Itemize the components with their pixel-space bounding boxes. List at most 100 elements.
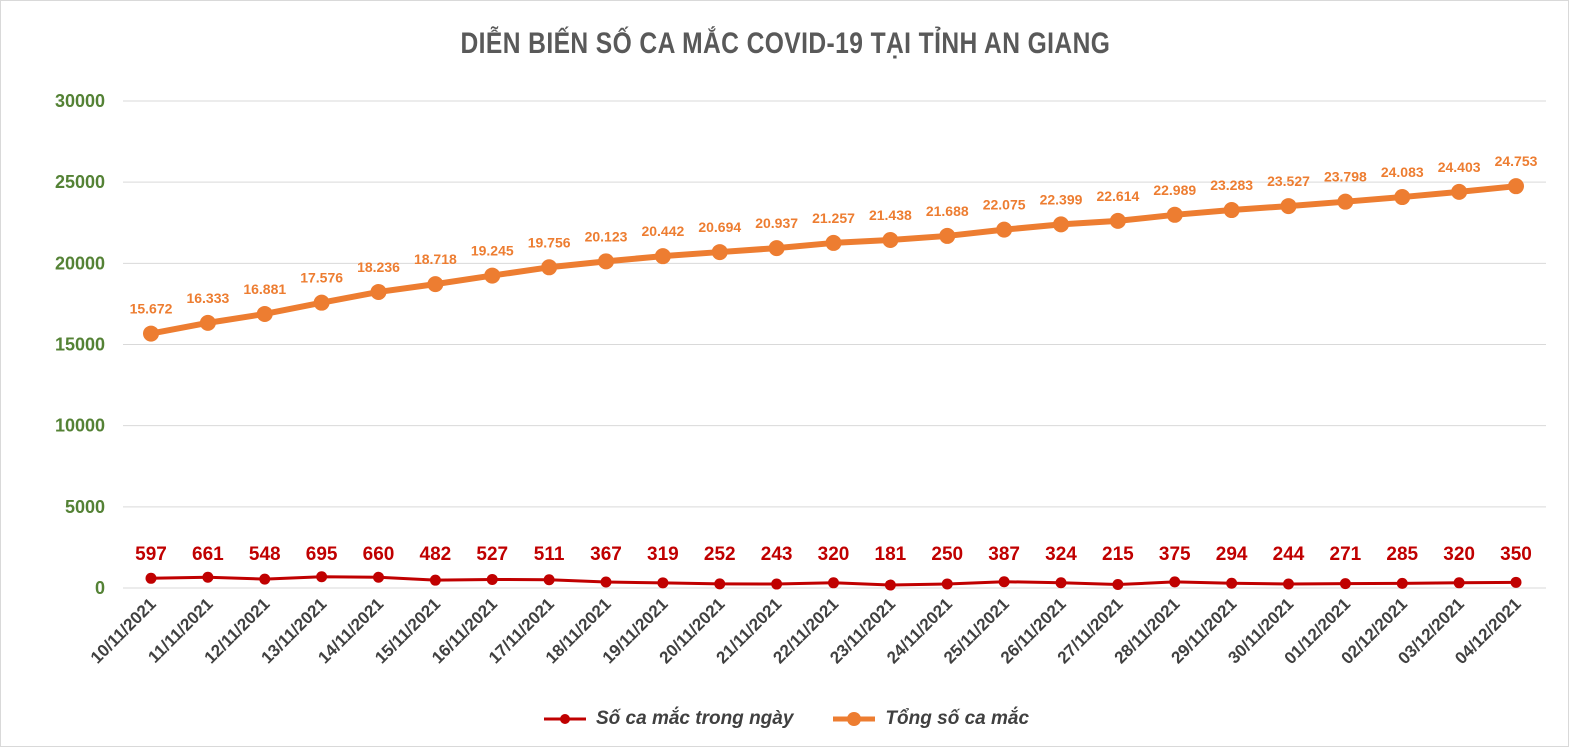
data-point: [541, 259, 558, 276]
data-point: [1109, 212, 1126, 229]
data-label: 23.527: [1267, 173, 1310, 189]
data-label: 375: [1159, 544, 1191, 565]
data-point: [711, 244, 728, 261]
data-label: 24.753: [1495, 153, 1538, 169]
data-label: 15.672: [130, 301, 173, 317]
data-label: 21.257: [812, 210, 855, 226]
series-daily: 597 661 548 695 660 482 527 511 367 319 252 243 320 1…: [135, 544, 1532, 591]
data-label: 482: [420, 544, 452, 565]
data-point: [714, 578, 726, 590]
data-label: 18.718: [414, 251, 457, 267]
data-point: [1226, 577, 1238, 589]
data-label: 22.075: [983, 197, 1026, 213]
data-point: [828, 577, 839, 589]
legend-label-daily: Số ca mắc trong ngày: [595, 708, 794, 729]
data-label: 527: [476, 544, 508, 565]
y-tick-label: 5000: [65, 497, 105, 517]
data-point: [1510, 576, 1522, 588]
data-point: [941, 578, 953, 590]
data-point: [882, 231, 899, 248]
data-point: [884, 579, 896, 591]
data-point: [1453, 577, 1465, 589]
data-label: 23.283: [1210, 177, 1253, 193]
data-point: [600, 576, 612, 588]
data-label: 24.083: [1381, 164, 1424, 180]
data-point: [1451, 183, 1468, 200]
data-point: [427, 276, 444, 293]
data-label: 294: [1216, 544, 1248, 565]
data-point: [370, 283, 387, 300]
data-point: [316, 571, 328, 583]
data-point: [1280, 198, 1297, 215]
data-label: 511: [534, 544, 565, 565]
data-label: 22.399: [1040, 191, 1083, 207]
data-label: 20.442: [641, 223, 684, 239]
data-point: [996, 221, 1013, 238]
data-label: 320: [1443, 544, 1475, 565]
data-point: [768, 240, 785, 257]
data-label: 22.614: [1096, 188, 1139, 204]
y-tick-label: 20000: [55, 253, 105, 273]
chart-title: DIỄN BIẾN SỐ CA MẮC COVID-19 TẠI TỈNH AN…: [460, 27, 1111, 60]
data-label: 271: [1330, 544, 1362, 565]
data-label: 21.438: [869, 207, 912, 223]
data-point: [199, 314, 216, 331]
data-label: 17.576: [300, 270, 343, 286]
data-label: 387: [988, 544, 1020, 565]
data-label: 19.756: [528, 234, 571, 250]
data-point: [1053, 216, 1069, 233]
data-point: [998, 576, 1010, 588]
data-point: [1337, 193, 1354, 210]
data-point: [939, 227, 956, 244]
data-label: 18.236: [357, 259, 400, 275]
legend-swatch-daily: [543, 714, 586, 724]
y-tick-label: 10000: [55, 416, 105, 436]
data-point: [598, 253, 614, 270]
data-point: [1166, 206, 1183, 223]
data-label: 319: [647, 544, 679, 565]
data-label: 350: [1500, 544, 1532, 565]
data-label: 244: [1273, 544, 1305, 565]
data-point: [202, 571, 214, 583]
data-label: 16.881: [243, 281, 286, 297]
legend-label-total: Tổng số ca mắc: [885, 708, 1030, 729]
data-point: [1396, 577, 1408, 589]
series-line: [150, 183, 1517, 337]
legend-item-daily: Số ca mắc trong ngày: [542, 708, 793, 730]
data-point: [1394, 189, 1411, 206]
data-point: [313, 294, 330, 311]
data-point: [1169, 576, 1181, 588]
data-label: 215: [1102, 544, 1134, 565]
data-label: 21.688: [926, 203, 969, 219]
data-label: 597: [135, 544, 167, 565]
data-label: 548: [249, 544, 281, 565]
data-point: [373, 571, 384, 583]
data-point: [486, 573, 498, 585]
data-label: 285: [1386, 544, 1418, 565]
data-point: [143, 325, 159, 342]
gridlines: [123, 100, 1546, 589]
data-label: 24.403: [1438, 159, 1481, 175]
data-label: 20.123: [585, 228, 628, 244]
data-label: 252: [704, 544, 736, 565]
data-label: 324: [1045, 544, 1077, 565]
data-label: 181: [875, 544, 907, 565]
data-point: [657, 577, 669, 589]
data-point: [1283, 578, 1294, 590]
data-label: 695: [306, 544, 338, 565]
legend: Số ca mắc trong ngày Tổng số ca mắc: [1, 704, 1569, 734]
legend-item-total: Tổng số ca mắc: [831, 708, 1029, 730]
series-total: 15.672 16.333 16.881 17.576 18.236 18.718 19.2…: [130, 153, 1538, 342]
y-tick-label: 30000: [55, 91, 105, 111]
data-point: [543, 574, 555, 586]
data-point: [1223, 202, 1240, 219]
y-tick-label: 0: [95, 578, 105, 598]
data-point: [1055, 577, 1067, 589]
data-point: [1112, 579, 1124, 591]
data-label: 250: [931, 544, 963, 565]
data-label: 23.798: [1324, 169, 1367, 185]
data-label: 660: [363, 544, 395, 565]
data-label: 661: [192, 544, 224, 565]
